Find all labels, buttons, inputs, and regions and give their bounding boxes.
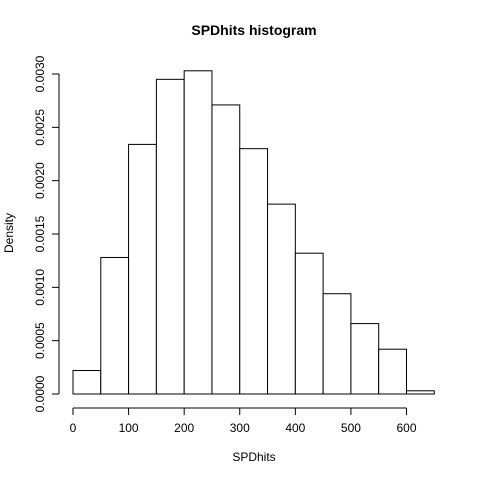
x-tick-label: 100 bbox=[119, 421, 139, 435]
histogram-bar bbox=[406, 390, 435, 395]
y-axis: 0.0000 0.0005 0.0010 0.0015 0.0020 0.0025 0.00… bbox=[33, 55, 60, 412]
histogram-bar bbox=[267, 203, 296, 395]
y-tick-label: 0.0015 bbox=[33, 215, 47, 252]
histogram-bar bbox=[100, 256, 130, 395]
y-tick-label: 0.0010 bbox=[33, 269, 47, 306]
y-tick-label: 0.0030 bbox=[33, 55, 47, 92]
x-tick-label: 500 bbox=[341, 421, 361, 435]
x-tick-label: 200 bbox=[174, 421, 194, 435]
histogram-bar bbox=[322, 293, 352, 395]
y-axis-label: Density bbox=[2, 213, 16, 253]
histogram-bar bbox=[294, 252, 324, 395]
x-axis-label: SPDhits bbox=[232, 450, 275, 464]
histogram-bar bbox=[211, 104, 241, 395]
histogram-bar bbox=[183, 70, 213, 395]
y-tick-label: 0.0025 bbox=[33, 109, 47, 146]
x-tick-label: 300 bbox=[230, 421, 250, 435]
x-axis: 0 100 200 300 400 500 600 bbox=[70, 407, 417, 435]
y-tick-label: 0.0005 bbox=[33, 322, 47, 359]
x-tick-label: 0 bbox=[70, 421, 77, 435]
histogram-bar bbox=[350, 323, 380, 395]
histogram-bar bbox=[72, 370, 102, 395]
bars-group bbox=[72, 70, 435, 395]
histogram-bar bbox=[155, 78, 185, 395]
histogram-bar bbox=[378, 348, 407, 395]
y-tick-label: 0.0020 bbox=[33, 162, 47, 199]
histogram-bar bbox=[239, 148, 269, 395]
x-tick-label: 400 bbox=[285, 421, 305, 435]
chart-title: SPDhits histogram bbox=[191, 22, 316, 38]
x-tick-label: 600 bbox=[396, 421, 416, 435]
histogram-bar bbox=[128, 143, 157, 395]
y-tick-label: 0.0000 bbox=[33, 375, 47, 412]
